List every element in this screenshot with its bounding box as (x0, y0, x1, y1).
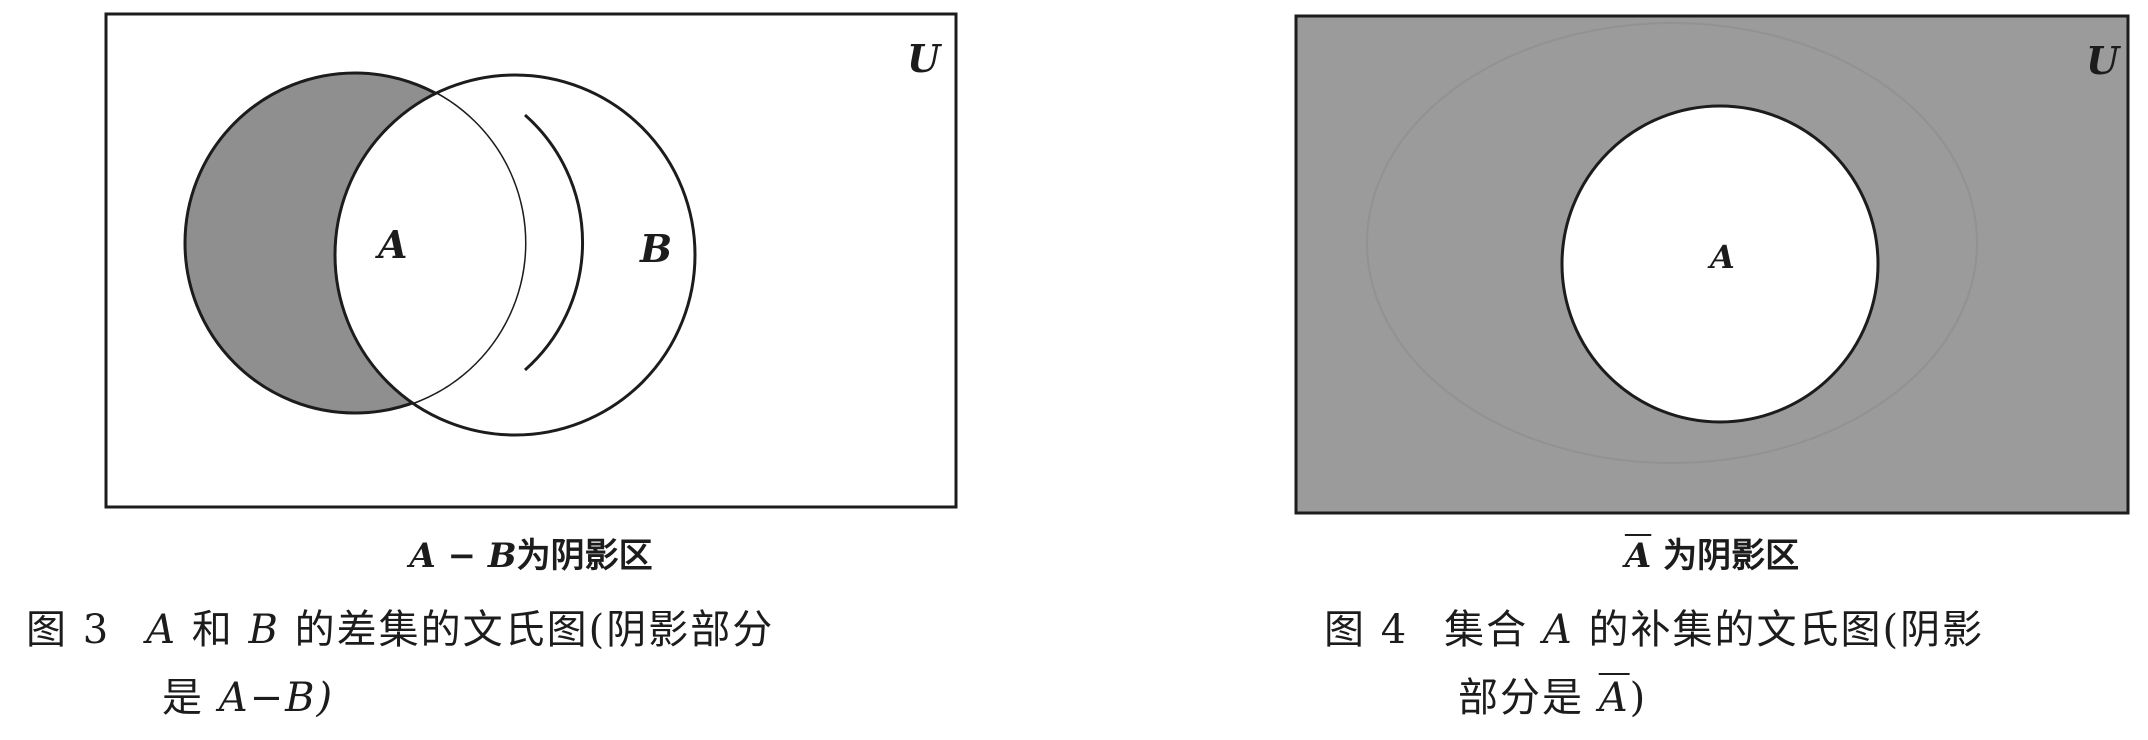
universe-label: U (2086, 38, 2122, 83)
caption-close-paren: ) (1629, 675, 1648, 721)
caption-number: 图 3 (26, 607, 111, 653)
subcaption-operator: − (447, 536, 477, 576)
caption-text-1: 的差集的文氏图(阴影部分 (294, 607, 775, 653)
subcaption-text: 为阴影区 (516, 536, 653, 576)
caption-expression: A−B) (218, 675, 335, 721)
set-a-arc-inside-b (524, 113, 584, 372)
subcaption-set-a-bar: A (1624, 536, 1652, 576)
caption-text-1a: 集合 (1444, 607, 1529, 653)
faint-ellipse (1366, 22, 1978, 464)
caption-text-1b: 的补集的文氏图(阴影 (1588, 607, 1985, 653)
subcaption: A 为阴影区 (1296, 528, 2128, 577)
caption-line-2: 部分是 A) (1324, 664, 2144, 732)
set-a-label: A (375, 222, 407, 267)
caption-line-2: 是 A−B) (26, 664, 1066, 732)
subcaption-text: 为阴影区 (1663, 536, 1800, 576)
caption-set-b: B (248, 607, 280, 653)
caption-number: 图 4 (1324, 607, 1409, 653)
venn-diagram-difference: U A B (104, 12, 958, 509)
set-a-label: A (1707, 238, 1735, 276)
figure-4: U A A 为阴影区 图 4 集合 A 的补集的文氏图(阴影 部分是 A) (1074, 0, 2148, 740)
caption-text-2: 是 (162, 675, 204, 721)
subcaption-set-a: A (409, 536, 436, 576)
figure-caption: 图 3 A 和 B 的差集的文氏图(阴影部分 是 A−B) (26, 596, 1066, 732)
caption-text-2: 部分是 (1458, 675, 1584, 721)
caption-line-1: 图 3 A 和 B 的差集的文氏图(阴影部分 (26, 596, 1066, 664)
set-b-label: B (639, 226, 672, 271)
caption-set-a: A (146, 607, 178, 653)
figure-caption: 图 4 集合 A 的补集的文氏图(阴影 部分是 A) (1324, 596, 2144, 732)
caption-conjunction: 和 (191, 607, 234, 653)
universe-label: U (907, 36, 943, 81)
set-b-circle (333, 73, 697, 437)
caption-line-1: 图 4 集合 A 的补集的文氏图(阴影 (1324, 596, 2144, 664)
venn-diagram-complement: U A (1294, 14, 2130, 515)
caption-set-a: A (1542, 607, 1574, 653)
set-a-circle (1560, 104, 1880, 424)
intersection-unshaded (335, 75, 525, 413)
subcaption-set-b: B (487, 536, 517, 576)
subcaption: A − B为阴影区 (106, 528, 956, 577)
caption-set-a-bar: A (1598, 675, 1630, 721)
